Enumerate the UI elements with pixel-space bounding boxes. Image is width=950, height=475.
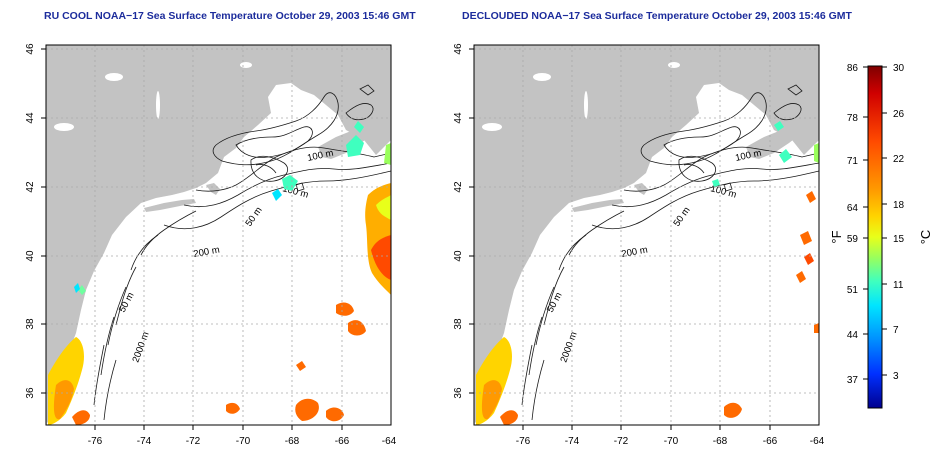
lon-tick-label: -74 bbox=[137, 436, 152, 447]
lat-tick-label: 46 bbox=[25, 43, 36, 55]
lon-tick-label: -70 bbox=[236, 436, 251, 447]
f-tick: 51 bbox=[847, 285, 859, 296]
left-lat-tick-labels: 46 44 42 40 38 36 bbox=[25, 43, 36, 399]
f-tick: 64 bbox=[847, 203, 859, 214]
c-tick: 26 bbox=[893, 109, 905, 120]
right-lon-tick-labels: -76 -74 -72 -70 -68 -66 -64 bbox=[516, 436, 825, 447]
lat-tick-label: 42 bbox=[25, 181, 36, 193]
lon-tick-label: -72 bbox=[186, 436, 201, 447]
lat-tick-label: 44 bbox=[453, 112, 464, 124]
lat-tick-label: 38 bbox=[453, 318, 464, 330]
c-tick: 30 bbox=[893, 63, 905, 74]
c-tick: 22 bbox=[893, 154, 905, 165]
fahrenheit-ticks: 86 78 71 64 59 51 44 37 bbox=[847, 63, 859, 386]
colorbar-gradient bbox=[867, 65, 883, 409]
right-sst-pixels bbox=[476, 121, 819, 425]
f-tick: 59 bbox=[847, 234, 859, 245]
c-tick: 3 bbox=[893, 371, 899, 382]
left-sst-pixels bbox=[48, 121, 391, 425]
lon-tick-label: -66 bbox=[763, 436, 778, 447]
lon-tick-label: -72 bbox=[614, 436, 629, 447]
f-tick: 44 bbox=[847, 330, 859, 341]
c-tick: 18 bbox=[893, 200, 905, 211]
lat-tick-label: 36 bbox=[453, 387, 464, 399]
lon-tick-label: -68 bbox=[285, 436, 300, 447]
lat-tick-label: 40 bbox=[25, 250, 36, 262]
celsius-ticks: 30 26 22 18 15 11 7 3 bbox=[893, 63, 905, 382]
f-tick: 78 bbox=[847, 113, 859, 124]
lon-tick-label: -68 bbox=[713, 436, 728, 447]
right-map-panel: 46 44 42 40 38 36 -76 -74 -72 -70 -68 -6… bbox=[453, 43, 825, 447]
f-tick: 71 bbox=[847, 156, 859, 167]
f-tick: 37 bbox=[847, 375, 859, 386]
c-tick: 7 bbox=[893, 325, 899, 336]
left-lon-tick-labels: -76 -74 -72 -70 -68 -66 -64 bbox=[88, 436, 397, 447]
lat-tick-label: 42 bbox=[453, 181, 464, 193]
fahrenheit-unit-label: °F bbox=[829, 230, 844, 243]
left-map-title: RU COOL NOAA−17 Sea Surface Temperature … bbox=[44, 10, 416, 22]
lat-tick-label: 44 bbox=[25, 112, 36, 124]
lon-tick-label: -64 bbox=[382, 436, 397, 447]
lat-tick-label: 36 bbox=[25, 387, 36, 399]
celsius-unit-label: °C bbox=[918, 230, 933, 245]
lat-tick-label: 46 bbox=[453, 43, 464, 55]
lon-tick-label: -76 bbox=[88, 436, 103, 447]
f-tick: 86 bbox=[847, 63, 859, 74]
lon-tick-label: -64 bbox=[810, 436, 825, 447]
lon-tick-label: -66 bbox=[335, 436, 350, 447]
lat-tick-label: 40 bbox=[453, 250, 464, 262]
lon-tick-label: -76 bbox=[516, 436, 531, 447]
right-map-title: DECLOUDED NOAA−17 Sea Surface Temperatur… bbox=[462, 10, 852, 22]
lat-tick-label: 38 bbox=[25, 318, 36, 330]
colorbar: 86 78 71 64 59 51 44 37 30 26 22 18 15 1… bbox=[829, 63, 933, 409]
lon-tick-label: -70 bbox=[664, 436, 679, 447]
right-lat-tick-labels: 46 44 42 40 38 36 bbox=[453, 43, 464, 399]
lon-tick-label: -74 bbox=[565, 436, 580, 447]
left-map-panel: 46 44 42 40 38 36 -76 -74 -72 -70 -68 -6… bbox=[25, 43, 397, 447]
c-tick: 11 bbox=[893, 280, 904, 291]
c-tick: 15 bbox=[893, 234, 905, 245]
